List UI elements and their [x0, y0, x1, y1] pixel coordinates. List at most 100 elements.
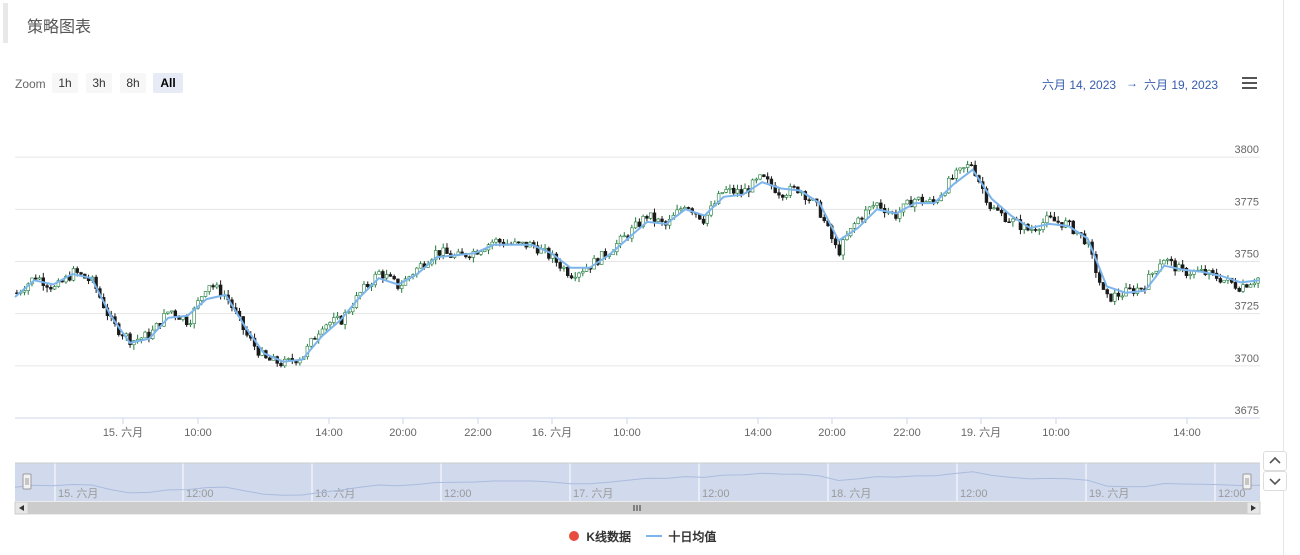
candle-body: [267, 357, 272, 361]
candle-body: [879, 202, 883, 209]
navigator-window: [15, 463, 1260, 501]
candle-body: [1245, 284, 1249, 288]
candle-body: [1173, 260, 1177, 272]
arrow-left-icon: [19, 505, 24, 511]
chart-canvas[interactable]: 3675 3700 3725 3750 3775 3800 15. 六月 10:00 14:00…: [0, 0, 1284, 520]
candle-body: [954, 169, 958, 179]
candle-body: [139, 337, 144, 340]
candle-body: [573, 276, 577, 279]
y-tick-label: 3750: [1235, 249, 1259, 261]
candle-body: [856, 217, 860, 224]
candle-body: [920, 196, 925, 204]
candle-body: [173, 310, 178, 317]
candle-body: [1113, 292, 1117, 302]
candle-body: [837, 244, 842, 256]
candle-body: [1116, 292, 1121, 297]
candle-body: [969, 164, 974, 166]
candle-body: [1018, 219, 1023, 230]
range-from-input[interactable]: 六月 14, 2023: [1042, 78, 1117, 92]
candle-body: [1184, 267, 1189, 276]
navigator-label: 12:00: [702, 488, 730, 500]
candle-body: [558, 262, 562, 269]
candle-body: [332, 317, 336, 323]
candle-body: [328, 322, 332, 326]
candle-body: [437, 250, 442, 256]
candle-body: [735, 189, 740, 194]
panel-border: [1283, 0, 1284, 555]
candle-body: [1033, 229, 1038, 231]
candle-body: [599, 251, 604, 265]
candle-body: [343, 312, 347, 325]
candle-body: [724, 189, 728, 193]
candle-body: [860, 217, 864, 220]
candle-body: [784, 195, 789, 198]
x-tick-label: 16. 六月: [532, 426, 572, 439]
candle-body: [652, 212, 657, 222]
candle-body: [1180, 264, 1185, 269]
range-arrow: →: [1126, 76, 1138, 90]
candle-body: [996, 207, 1000, 211]
candle-body: [388, 274, 393, 277]
zoom-button-all[interactable]: All: [153, 73, 183, 93]
candle-body: [211, 285, 215, 288]
y-tick-label: 3775: [1235, 196, 1259, 208]
candle-body: [498, 238, 502, 243]
candle-body: [1233, 282, 1238, 289]
candle-body: [313, 338, 317, 340]
range-to-input[interactable]: 六月 19, 2023: [1144, 78, 1219, 92]
candle-body: [45, 285, 49, 288]
candle-body: [762, 174, 766, 177]
hamburger-menu-icon[interactable]: [1238, 72, 1262, 94]
candle-body: [381, 271, 385, 279]
candle-body: [79, 272, 83, 275]
candle-body: [520, 241, 525, 244]
candle-body: [1211, 270, 1215, 274]
candle-body: [350, 307, 355, 313]
candle-body: [679, 208, 683, 211]
candle-body: [516, 241, 521, 244]
candle-body: [992, 207, 996, 210]
x-tick-label: 20:00: [818, 427, 846, 439]
candle-body: [916, 196, 921, 200]
candle-body: [1150, 272, 1155, 275]
candle-body: [1064, 220, 1068, 228]
zoom-button-8h[interactable]: 8h: [120, 73, 146, 93]
candle-body: [649, 212, 653, 219]
candle-body: [581, 271, 585, 274]
candle-body: [716, 193, 721, 204]
candle-body: [841, 239, 845, 256]
candle-body: [875, 202, 879, 206]
candle-body: [377, 271, 381, 275]
candle-body: [1162, 260, 1166, 265]
zoom-button-1h[interactable]: 1h: [52, 73, 78, 93]
zoom-button-3h[interactable]: 3h: [86, 73, 112, 93]
legend-item-kline[interactable]: K线数据: [568, 528, 631, 545]
chart-title-bar: 策略图表: [0, 0, 1284, 46]
candle-body: [871, 205, 875, 208]
legend-item-ma[interactable]: 十日均值: [646, 528, 716, 545]
candle-body: [1199, 269, 1204, 271]
candle-body: [384, 274, 389, 279]
candle-body: [392, 276, 396, 280]
candle-body: [894, 211, 898, 219]
candle-body: [905, 199, 909, 205]
candle-body: [758, 174, 762, 180]
candle-body: [999, 210, 1004, 214]
candle-body: [1052, 216, 1057, 222]
candle-body: [1154, 270, 1158, 274]
candle-body: [569, 275, 574, 279]
candle-body: [34, 277, 38, 280]
chevron-up-icon[interactable]: [1263, 451, 1287, 471]
x-tick-label: 15. 六月: [103, 426, 143, 439]
candle-body: [1188, 274, 1192, 276]
chevron-down-icon[interactable]: [1263, 471, 1287, 491]
candle-body: [732, 187, 736, 194]
candle-body: [777, 192, 781, 196]
navigator-right-handle: [1242, 473, 1252, 490]
circle-marker-icon: [569, 531, 579, 541]
candle-body: [1222, 279, 1226, 283]
candle-body: [309, 338, 313, 347]
candle-body: [1101, 282, 1106, 290]
candle-body: [543, 247, 547, 250]
x-tick-label: 19. 六月: [961, 426, 1001, 439]
